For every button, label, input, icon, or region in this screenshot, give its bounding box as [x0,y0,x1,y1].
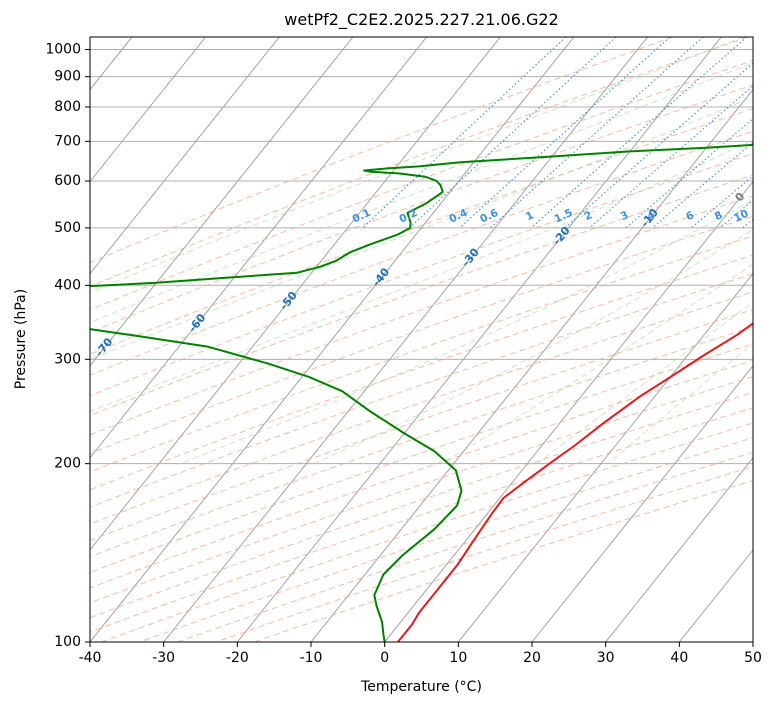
isotherm-label: -50 [277,289,300,313]
dry-adiabat-line [177,451,753,642]
mixing-ratio-line [409,37,617,229]
dry-adiabat-line [90,309,753,542]
dry-adiabat-line [90,37,748,288]
mixing-ratio-label: 0.1 [351,207,373,226]
dry-adiabat-line [90,174,753,417]
isotherm-line [90,37,280,275]
moist-adiabat-line [90,62,753,324]
mixing-ratio-line [719,199,753,229]
mixing-ratio-label: 6 [684,209,696,223]
isotherm-label: -70 [93,335,116,359]
moist-adiabat-line [536,301,753,465]
x-tick-label: -40 [79,650,102,666]
y-tick-label: 600 [54,173,81,189]
mixing-ratio-label: 8 [713,209,725,223]
dewpoint-profile-line [90,143,753,642]
mixing-ratio-line [770,37,775,228]
isotherm-line [90,37,501,551]
y-tick-label: 400 [54,277,81,293]
moist-adiabat-line [441,263,753,465]
moist-adiabat-line [90,37,744,293]
mixing-ratio-line [564,62,753,229]
y-tick-label: 500 [54,220,81,236]
mixing-ratio-label: 1 [524,209,536,223]
mixing-ratio-line [652,141,753,229]
x-axis-label: Temperature (°C) [361,679,482,695]
isotherm-line [90,37,575,642]
dry-adiabat-line [90,235,753,473]
mixing-ratio-line [490,37,704,229]
x-tick-label: -20 [226,650,249,666]
dry-adiabat-line [90,84,753,333]
moist-adiabat-line [180,199,753,465]
dry-adiabat-line [90,107,753,355]
moist-adiabat-line [90,139,753,413]
isotherm-line [531,365,753,642]
mixing-ratio-line [459,37,671,229]
y-tick-label: 200 [54,456,81,472]
dry-adiabat-line [90,59,753,311]
isotherm-line [90,37,207,183]
isotherm-line [0,37,58,642]
moist-adiabat-line [90,96,753,361]
y-tick-label: 1000 [45,42,81,58]
dry-adiabat-line [90,254,753,491]
mixing-ratio-label: 4 [645,209,657,223]
mixing-ratio-label: 3 [619,209,631,223]
x-tick-label: -10 [300,650,323,666]
plot-area: -100-90-80-70-60-50-40-30-20-10010203040… [0,37,775,642]
mixing-ratio-line [690,175,753,229]
y-tick-label: 100 [54,634,81,650]
dry-adiabat-line [90,130,753,376]
mixing-ratio-line [530,37,748,229]
isotherm-line [678,549,753,642]
x-tick-label: 20 [523,650,541,666]
isotherm-line [90,37,428,459]
x-tick-label: 10 [449,650,467,666]
x-tick-label: 50 [744,650,762,666]
mixing-ratio-label: 13 [759,208,775,225]
isotherm-line [605,457,753,642]
plot-frame [89,36,754,643]
mixing-ratio-label: 2 [583,209,595,223]
dry-adiabat-line [90,37,673,264]
moist-adiabat-line [607,342,753,465]
mixing-ratio-line [362,37,567,229]
isotherm-line [457,272,753,642]
dry-adiabat-line [215,466,753,642]
mixing-ratio-label: 10 [732,208,750,225]
isotherm-line [310,88,753,642]
x-tick-label: 40 [670,650,688,666]
y-tick-label: 700 [54,133,81,149]
dry-adiabat-line [90,407,753,633]
x-tick-label: -30 [152,650,175,666]
x-tick-label: 30 [597,650,615,666]
isotherm-line [236,37,722,642]
y-tick-label: 900 [54,69,81,85]
mixing-ratio-label: 0.4 [447,207,469,226]
isotherm-line [90,37,354,367]
dry-adiabat-line [90,291,753,525]
isotherm-line [752,641,753,642]
dry-adiabat-line [90,195,753,436]
dry-adiabat-line [90,343,753,573]
mixing-ratio-label: 1.5 [553,207,575,226]
dry-adiabat-line [101,422,753,642]
isotherm-line [163,37,649,642]
y-axis-label: Pressure (hPa) [13,288,29,390]
chart-title: wetPf2_C2E2.2025.227.21.06.G22 [284,10,559,29]
mixing-ratio-line [742,218,753,229]
temperature-profile-line [397,322,753,642]
y-tick-label: 300 [54,351,81,367]
dry-adiabat-line [90,376,753,604]
isotherm-label: -30 [459,246,482,270]
y-tick-label: 800 [54,99,81,115]
dry-adiabat-line [90,391,753,619]
isotherm-line [384,180,753,642]
x-tick-label: 0 [380,650,389,666]
